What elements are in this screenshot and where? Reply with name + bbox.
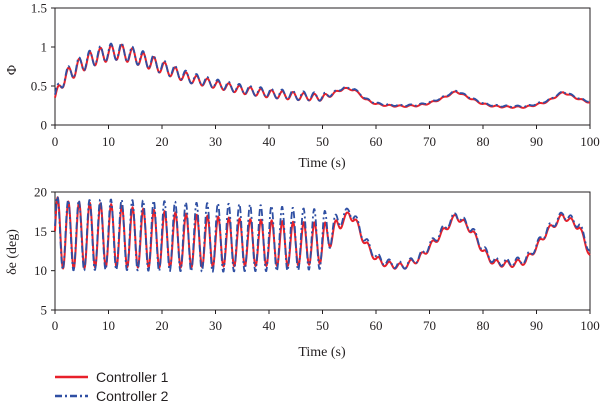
- series-line-controller-2: [54, 42, 591, 108]
- x-tick-label: 50: [316, 318, 329, 333]
- x-tick-label: 20: [156, 318, 169, 333]
- y-axis-label: δe (deg): [5, 229, 20, 275]
- x-tick-label: 0: [52, 134, 59, 149]
- x-tick-label: 10: [102, 318, 115, 333]
- y-tick-label: 10: [34, 263, 47, 278]
- y-ticks: 5 10 15 20: [34, 185, 55, 318]
- x-ticks: 0 10 20 30 40 50 60 70 80 90 100: [52, 125, 600, 149]
- legend-label: Controller 1: [96, 369, 169, 385]
- x-tick-label: 40: [263, 318, 276, 333]
- x-tick-label: 100: [580, 134, 600, 149]
- y-tick-label: 1.5: [31, 1, 47, 16]
- series-group: [54, 42, 591, 109]
- y-axis-label: Φ: [5, 65, 20, 75]
- y-ticks: 0 0.5 1 1.5: [31, 1, 55, 133]
- x-tick-label: 30: [209, 134, 222, 149]
- y-tick-label: 1: [41, 40, 48, 55]
- legend: Controller 1 Controller 2: [55, 369, 169, 404]
- x-tick-label: 90: [530, 318, 543, 333]
- y-tick-label: 0: [41, 118, 48, 133]
- x-tick-label: 50: [316, 134, 329, 149]
- x-tick-label: 60: [370, 318, 383, 333]
- x-tick-label: 100: [580, 318, 600, 333]
- chart-phi: 0 10 20 30 40 50 60 70 80 90 100 0 0.5 1 1.5 Time (s)…: [5, 1, 600, 172]
- x-tick-label: 10: [102, 134, 115, 149]
- legend-item-controller-1: Controller 1: [55, 369, 169, 385]
- y-tick-label: 0.5: [31, 79, 47, 94]
- x-tick-label: 60: [370, 134, 383, 149]
- x-tick-label: 80: [477, 318, 490, 333]
- x-tick-label: 30: [209, 318, 222, 333]
- legend-label: Controller 2: [96, 388, 169, 404]
- x-tick-label: 80: [477, 134, 490, 149]
- y-tick-label: 20: [34, 185, 47, 200]
- x-tick-label: 0: [52, 318, 59, 333]
- series-group: [54, 195, 591, 273]
- x-tick-label: 90: [530, 134, 543, 149]
- x-tick-label: 20: [156, 134, 169, 149]
- x-tick-label: 70: [423, 318, 436, 333]
- legend-item-controller-2: Controller 2: [55, 388, 169, 404]
- x-axis-label: Time (s): [298, 345, 346, 360]
- y-tick-label: 15: [34, 224, 47, 239]
- series-line-controller-2: [54, 195, 591, 273]
- x-axis-label: Time (s): [298, 156, 346, 171]
- x-tick-label: 70: [423, 134, 436, 149]
- y-tick-label: 5: [41, 303, 48, 318]
- x-tick-label: 40: [263, 134, 276, 149]
- x-ticks: 0 10 20 30 40 50 60 70 80 90 100: [52, 310, 600, 333]
